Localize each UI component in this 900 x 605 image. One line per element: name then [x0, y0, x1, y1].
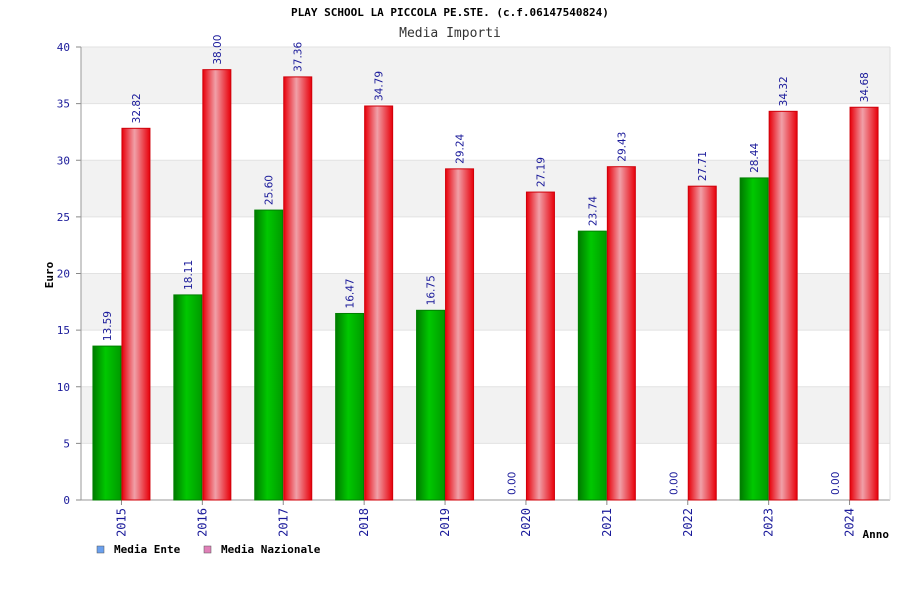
bar-media-ente-2021	[577, 230, 607, 501]
x-tick-label-2023: 2023	[762, 508, 776, 537]
bar-media-nazionale-2016	[202, 69, 232, 501]
x-tick-label-2015: 2015	[114, 508, 128, 537]
data-label-media-ente-2015: 13.59	[102, 311, 114, 341]
data-label-media-nazionale-2019: 29.24	[455, 133, 467, 163]
data-label-media-nazionale-2017: 37.36	[293, 42, 305, 72]
legend-label-media-ente: Media Ente	[114, 543, 181, 556]
x-tick-label-2024: 2024	[843, 508, 857, 537]
data-label-media-nazionale-2015: 32.82	[131, 93, 143, 123]
y-tick-label: 10	[57, 381, 70, 394]
data-label-media-nazionale-2023: 34.32	[778, 76, 790, 106]
data-label-media-ente-2022: 0.00	[668, 472, 680, 495]
bar-media-nazionale-2020	[525, 191, 555, 501]
y-tick-label: 25	[57, 211, 70, 224]
chart-title: PLAY SCHOOL LA PICCOLA PE.STE. (c.f.0614…	[291, 6, 609, 19]
y-tick-label: 40	[57, 41, 70, 54]
y-axis-label: Euro	[43, 261, 56, 288]
data-label-media-ente-2017: 25.60	[264, 175, 276, 205]
bar-media-ente-2019	[416, 309, 446, 501]
data-label-media-ente-2021: 23.74	[587, 196, 599, 226]
x-tick-label-2016: 2016	[195, 508, 209, 537]
legend: Media Ente Media Nazionale	[96, 543, 321, 556]
x-axis-label: Anno	[863, 528, 890, 541]
bar-media-nazionale-2017	[283, 76, 313, 501]
data-label-media-ente-2019: 16.75	[426, 275, 438, 305]
x-tick-label-2022: 2022	[681, 508, 695, 537]
bar-media-nazionale-2024	[849, 106, 879, 501]
data-label-media-ente-2018: 16.47	[345, 278, 357, 308]
data-label-media-nazionale-2018: 34.79	[374, 71, 386, 101]
bar-media-ente-2016	[173, 294, 203, 501]
bar-media-ente-2017	[254, 209, 284, 501]
data-label-media-ente-2023: 28.44	[749, 143, 761, 173]
chart-subtitle: Media Importi	[399, 26, 501, 41]
bar-media-nazionale-2021	[606, 166, 636, 501]
legend-label-media-nazionale: Media Nazionale	[221, 543, 321, 556]
x-tick-label-2018: 2018	[357, 508, 371, 537]
y-tick-label: 15	[57, 324, 70, 337]
y-tick-label: 20	[57, 268, 70, 281]
data-label-media-nazionale-2021: 29.43	[616, 132, 628, 162]
y-tick-label: 35	[57, 98, 70, 111]
x-tick-label-2021: 2021	[600, 508, 614, 537]
data-label-media-ente-2016: 18.11	[183, 260, 195, 290]
data-label-media-nazionale-2016: 38.00	[212, 35, 224, 65]
legend-swatch-media-ente	[96, 545, 105, 554]
x-tick-label-2017: 2017	[276, 508, 290, 537]
bar-media-nazionale-2023	[768, 110, 798, 501]
data-label-media-nazionale-2022: 27.71	[697, 151, 709, 181]
bar-media-nazionale-2018	[364, 105, 394, 501]
bar-media-nazionale-2022	[687, 185, 717, 501]
bar-media-nazionale-2015	[121, 127, 151, 501]
bar-media-ente-2023	[739, 177, 769, 501]
y-tick-label: 5	[63, 437, 70, 450]
bar-media-nazionale-2019	[445, 168, 475, 501]
data-label-media-ente-2024: 0.00	[830, 472, 842, 495]
x-tick-label-2020: 2020	[519, 508, 533, 537]
bar-media-ente-2018	[335, 312, 365, 501]
x-tick-label-2019: 2019	[438, 508, 452, 537]
y-tick-label: 30	[57, 154, 70, 167]
data-label-media-nazionale-2024: 34.68	[859, 72, 871, 102]
data-label-media-nazionale-2020: 27.19	[535, 157, 547, 187]
legend-swatch-media-nazionale	[203, 545, 212, 554]
data-label-media-ente-2020: 0.00	[506, 472, 518, 495]
y-tick-label: 0	[63, 494, 70, 507]
bar-media-ente-2015	[92, 345, 122, 501]
